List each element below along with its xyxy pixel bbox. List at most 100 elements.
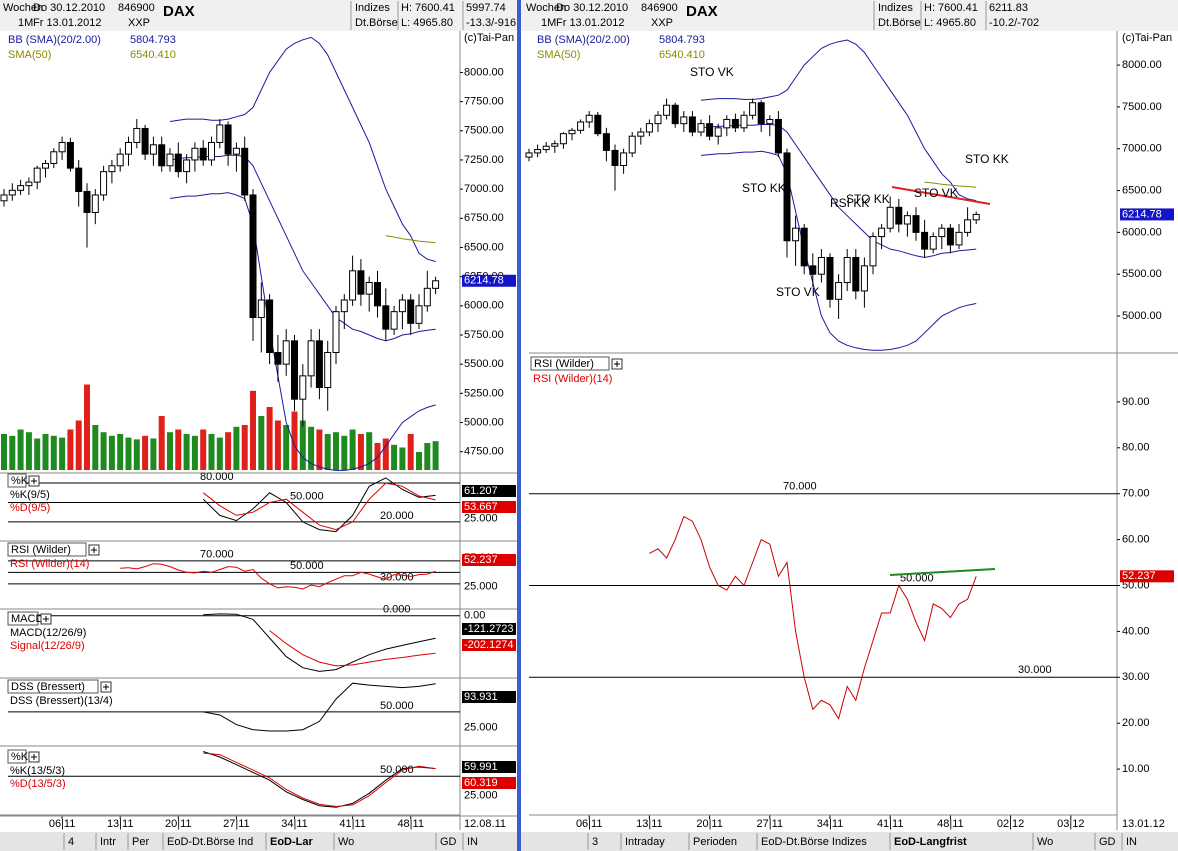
x-tick-label: 20|11	[165, 818, 192, 830]
indicator-value: 61.207	[464, 485, 498, 497]
candle-body	[407, 299, 415, 324]
indicator-value-box	[462, 691, 516, 703]
last-price: 6214.78	[1122, 208, 1162, 220]
indicator-value-box	[1120, 570, 1174, 583]
candle-body	[903, 215, 911, 225]
candle-body	[282, 340, 290, 365]
candle-body	[964, 219, 972, 233]
indicator-value: -202.1274	[464, 639, 514, 651]
candle-body	[886, 206, 894, 229]
candle-body	[432, 280, 440, 289]
indicator-value: 52.237	[464, 554, 498, 566]
candle-body	[826, 256, 834, 300]
header-exchange: Dt.Börse	[355, 17, 398, 29]
candle-body	[33, 167, 41, 183]
indicator-value-box	[462, 761, 516, 773]
header-period: Wochen	[3, 2, 43, 14]
tab[interactable]: EoD-Lar	[270, 836, 314, 848]
candle-body	[374, 281, 381, 307]
x-tick-label: 06|11	[576, 818, 603, 830]
tab[interactable]: GD	[440, 836, 457, 848]
candle-body	[577, 121, 585, 131]
volume-bar	[407, 434, 414, 470]
tab[interactable]: Per	[132, 836, 149, 848]
candle-body	[108, 165, 116, 173]
y-tick-label: 7000.00	[464, 183, 504, 195]
y-tick-label: 6500.00	[464, 241, 504, 253]
candle-body	[835, 282, 843, 300]
candle-body	[568, 129, 576, 135]
header-change: -10.2/-702	[989, 17, 1039, 29]
tab[interactable]: IN	[467, 836, 478, 848]
annotation: STO KK	[846, 192, 890, 206]
candle-body	[800, 227, 808, 267]
header-period: Wochen	[526, 2, 566, 14]
volume-bar	[349, 429, 356, 470]
expand-icon	[43, 616, 49, 622]
tab[interactable]: EoD-Dt.Börse Ind	[167, 836, 253, 848]
candle-body	[792, 227, 800, 242]
candle-body	[912, 215, 920, 233]
legend-name: BB (SMA)(20/2.00)	[537, 34, 630, 46]
tab[interactable]: Intraday	[625, 836, 665, 848]
candle-body	[654, 114, 662, 125]
volume-bar	[175, 429, 182, 470]
y-tick-label: 40.00	[1122, 625, 1150, 637]
y-tick-label: 60.00	[1122, 534, 1150, 546]
candle-body	[415, 305, 423, 324]
legend-value: 6540.410	[659, 49, 705, 61]
candle-body	[671, 104, 679, 125]
y-tick-label: 7250.00	[464, 154, 504, 166]
tab[interactable]: Intr	[100, 836, 116, 848]
candle-body	[663, 104, 671, 116]
tab[interactable]: Wo	[1037, 836, 1053, 848]
x-tick-label: 34|11	[817, 818, 844, 830]
candle-body	[8, 189, 16, 196]
volume-bar	[158, 416, 165, 470]
tab[interactable]: EoD-Dt.Börse Indizes	[761, 836, 867, 848]
tab[interactable]: 4	[68, 836, 74, 848]
volume-bar	[391, 444, 398, 470]
candle-body	[291, 340, 298, 400]
y-tick-label: 7500.00	[464, 125, 504, 137]
volume-bar	[299, 420, 306, 470]
volume-bar	[274, 420, 281, 470]
tab[interactable]: Wo	[338, 836, 354, 848]
candle-body	[133, 127, 141, 143]
tab[interactable]: Perioden	[693, 836, 737, 848]
tab[interactable]: 3	[592, 836, 598, 848]
header-date1: Do 30.12.2010	[33, 2, 105, 14]
tab[interactable]: EoD-Langfrist	[894, 836, 967, 848]
volume-bar	[283, 425, 290, 470]
tab[interactable]: GD	[1099, 836, 1116, 848]
header-date1: Do 30.12.2010	[556, 2, 628, 14]
volume-bar	[250, 390, 256, 470]
volume-bar	[67, 429, 74, 470]
level-label: 50.000	[900, 572, 934, 584]
header-low: L: 4965.80	[924, 17, 976, 29]
level-label: 50.000	[290, 560, 324, 572]
y-tick-label: 10.00	[1122, 763, 1150, 775]
volume-bar	[125, 437, 132, 470]
indicator-name: %D(13/5/3)	[10, 778, 66, 790]
x-tick-label: 48|11	[397, 818, 424, 830]
volume-bar	[316, 429, 323, 470]
volume-bar	[266, 407, 273, 470]
volume-bar	[75, 420, 82, 470]
candle-body	[340, 299, 348, 313]
legend-value: 5804.793	[130, 34, 176, 46]
pane-title-frame	[7, 542, 87, 557]
candle-body	[149, 144, 157, 155]
y-tick-label: 70.00	[1122, 488, 1150, 500]
candle-body	[398, 299, 406, 313]
volume-bar	[432, 441, 439, 470]
indicator-line	[202, 482, 436, 531]
volume-bar	[216, 437, 223, 470]
last-price: 6214.78	[464, 275, 504, 287]
rsi-line	[649, 515, 977, 720]
tab[interactable]: IN	[1126, 836, 1137, 848]
header-last: 5997.74	[466, 2, 506, 14]
level-label: 30.000	[380, 572, 414, 584]
volume-bar	[50, 435, 57, 470]
candle-body	[585, 114, 593, 123]
